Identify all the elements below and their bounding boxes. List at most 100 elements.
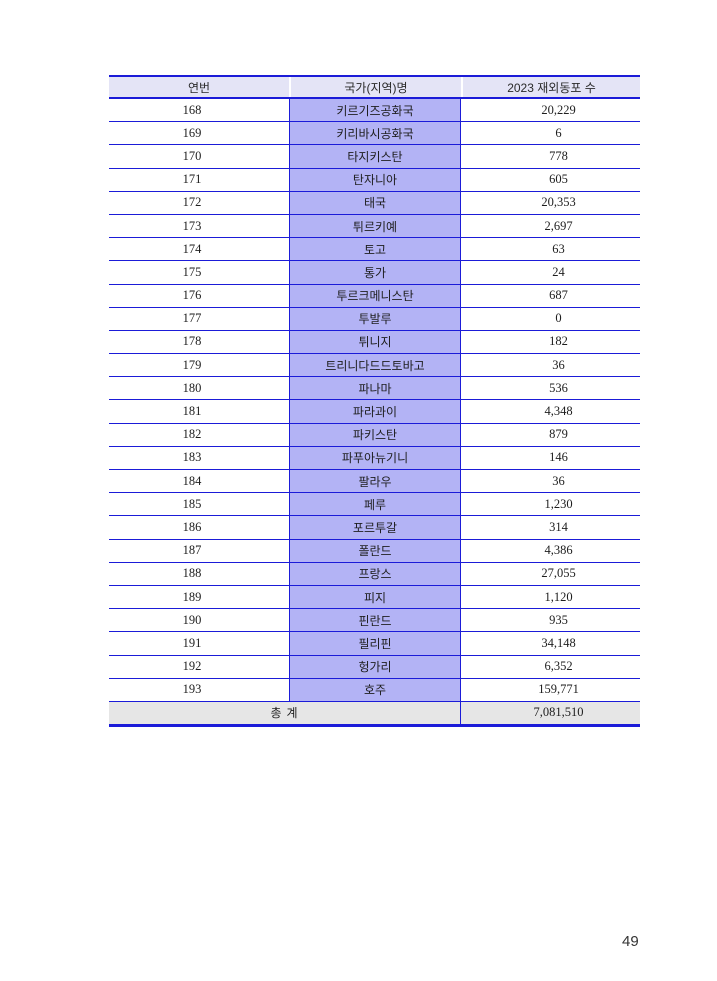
table-row: 184 팔라우 36 xyxy=(109,470,640,494)
row-count-value: 4,348 xyxy=(544,404,573,419)
row-serial-number: 172 xyxy=(182,195,202,210)
table-row: 182 파키스탄 879 xyxy=(109,423,640,447)
table-row: 178 튀니지 182 xyxy=(109,330,640,355)
row-serial-number: 170 xyxy=(182,148,202,163)
row-serial-number: 190 xyxy=(182,612,202,627)
row-serial-number: 174 xyxy=(182,241,202,256)
total-label: 총 계 xyxy=(109,701,461,724)
row-serial-number: 175 xyxy=(182,264,202,279)
row-country-name: 호주 xyxy=(289,678,461,701)
row-count-value: 1,230 xyxy=(544,496,573,511)
row-country-name: 튀르키예 xyxy=(289,214,461,238)
row-count-value: 1,120 xyxy=(544,589,573,604)
row-serial-number: 176 xyxy=(182,288,202,303)
table-row: 189 피지 1,120 xyxy=(109,585,640,610)
row-serial-number: 189 xyxy=(182,589,202,604)
row-serial-number: 191 xyxy=(182,635,202,650)
table-row: 191 필리핀 34,148 xyxy=(109,632,640,656)
row-count-value: 20,353 xyxy=(541,195,576,210)
row-count-value: 6,352 xyxy=(544,659,573,674)
table-row: 175 통가 24 xyxy=(109,261,640,285)
table-row: 188 프랑스 27,055 xyxy=(109,562,640,586)
page-number: 49 xyxy=(622,933,639,950)
table-row: 177 투발루 0 xyxy=(109,307,640,331)
total-value: 7,081,510 xyxy=(533,705,584,720)
row-serial-number: 178 xyxy=(182,334,202,349)
row-count-value: 4,386 xyxy=(544,543,573,558)
row-country-name: 피지 xyxy=(289,585,461,609)
header-serial-number: 연번 xyxy=(187,80,211,95)
row-country-name: 키리바시공화국 xyxy=(289,122,461,145)
row-serial-number: 186 xyxy=(182,519,202,534)
row-serial-number: 192 xyxy=(182,659,202,674)
table-header-row: 연번 국가(지역)명 2023 재외동포 수 xyxy=(109,77,640,99)
row-count-value: 0 xyxy=(555,311,562,326)
table-row: 176 투르크메니스탄 687 xyxy=(109,284,640,308)
row-count-value: 314 xyxy=(549,519,568,534)
row-count-value: 146 xyxy=(549,450,568,465)
overseas-koreans-table: 연번 국가(지역)명 2023 재외동포 수 168 키르기즈공화국 20,229 1… xyxy=(109,75,640,727)
row-count-value: 63 xyxy=(552,241,565,256)
row-country-name: 태국 xyxy=(289,191,461,214)
row-count-value: 182 xyxy=(549,334,568,349)
table-row: 193 호주 159,771 xyxy=(109,678,640,702)
table-row: 168 키르기즈공화국 20,229 xyxy=(109,99,640,123)
row-serial-number: 193 xyxy=(182,682,202,697)
row-serial-number: 169 xyxy=(182,125,202,140)
row-country-name: 핀란드 xyxy=(289,609,461,632)
table-row: 186 포르투갈 314 xyxy=(109,516,640,540)
row-country-name: 헝가리 xyxy=(289,655,461,678)
table-row: 181 파라과이 4,348 xyxy=(109,400,640,424)
row-serial-number: 168 xyxy=(182,102,202,117)
row-country-name: 파나마 xyxy=(289,377,461,400)
row-count-value: 27,055 xyxy=(541,566,576,581)
row-count-value: 159,771 xyxy=(538,682,579,697)
table-body: 168 키르기즈공화국 20,229 169 키리바시공화국 6 170 타지키스탄 778 17… xyxy=(109,99,640,702)
row-count-value: 536 xyxy=(549,380,568,395)
table-row: 192 헝가리 6,352 xyxy=(109,655,640,679)
row-country-name: 트리니다드드토바고 xyxy=(289,354,461,377)
row-serial-number: 183 xyxy=(182,450,202,465)
row-country-name: 키르기즈공화국 xyxy=(289,99,461,122)
row-serial-number: 173 xyxy=(182,218,202,233)
row-serial-number: 185 xyxy=(182,496,202,511)
header-count-2023: 2023 재외동포 수 xyxy=(461,77,640,97)
table-row: 190 핀란드 935 xyxy=(109,609,640,633)
row-count-value: 778 xyxy=(549,148,568,163)
table-row: 174 토고 63 xyxy=(109,238,640,262)
row-country-name: 투르크메니스탄 xyxy=(289,284,461,307)
row-country-name: 파라과이 xyxy=(289,400,461,423)
row-count-value: 36 xyxy=(552,357,565,372)
row-country-name: 페루 xyxy=(289,493,461,516)
table-row: 183 파푸아뉴기니 146 xyxy=(109,446,640,470)
row-country-name: 프랑스 xyxy=(289,562,461,585)
row-country-name: 폴란드 xyxy=(289,539,461,562)
row-serial-number: 188 xyxy=(182,566,202,581)
table-row: 173 튀르키예 2,697 xyxy=(109,214,640,239)
row-serial-number: 181 xyxy=(182,404,202,419)
row-country-name: 포르투갈 xyxy=(289,516,461,539)
table-row: 185 페루 1,230 xyxy=(109,493,640,517)
row-count-value: 34,148 xyxy=(541,635,576,650)
row-count-value: 605 xyxy=(549,172,568,187)
row-country-name: 토고 xyxy=(289,238,461,261)
table-row: 169 키리바시공화국 6 xyxy=(109,122,640,146)
row-country-name: 통가 xyxy=(289,261,461,284)
row-serial-number: 184 xyxy=(182,473,202,488)
row-count-value: 2,697 xyxy=(544,218,573,233)
row-count-value: 935 xyxy=(549,612,568,627)
row-country-name: 필리핀 xyxy=(289,632,461,655)
row-count-value: 879 xyxy=(549,427,568,442)
table-total-row: 총 계 7,081,510 xyxy=(109,701,640,724)
row-serial-number: 179 xyxy=(182,357,202,372)
row-serial-number: 180 xyxy=(182,380,202,395)
row-serial-number: 171 xyxy=(182,172,202,187)
row-country-name: 탄자니아 xyxy=(289,168,461,191)
table-row: 179 트리니다드드토바고 36 xyxy=(109,354,640,378)
row-count-value: 687 xyxy=(549,288,568,303)
table-row: 180 파나마 536 xyxy=(109,377,640,401)
row-serial-number: 177 xyxy=(182,311,202,326)
row-serial-number: 182 xyxy=(182,427,202,442)
row-country-name: 파키스탄 xyxy=(289,423,461,446)
table-row: 171 탄자니아 605 xyxy=(109,168,640,192)
